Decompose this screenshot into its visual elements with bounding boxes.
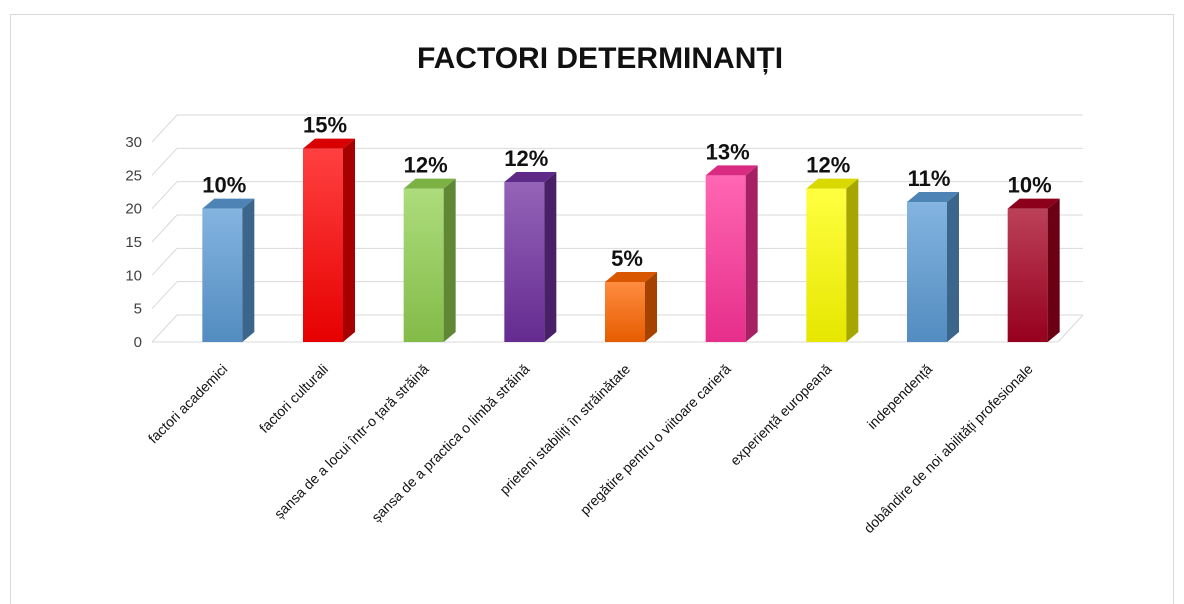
bar-front	[806, 188, 847, 342]
x-tick-label: șansa de a practica o limbă străină	[368, 361, 532, 525]
bar-top	[907, 192, 959, 202]
y-tick-label: 20	[125, 201, 142, 218]
bar	[303, 138, 355, 342]
chart-title: FACTORI DETERMINANȚI	[417, 42, 783, 75]
data-label: 10%	[202, 173, 246, 198]
bar	[806, 178, 859, 342]
bars	[202, 138, 1060, 342]
x-axis-ticks: factori academici factori culturali șansa …	[145, 361, 1036, 536]
y-tick-label: 30	[125, 134, 142, 151]
floor-edge-side	[1057, 314, 1084, 343]
bar	[504, 172, 557, 342]
y-tick-label: 10	[125, 267, 142, 284]
bar-side	[1047, 198, 1060, 342]
bar-front	[202, 208, 243, 342]
bar-top	[605, 272, 657, 282]
bar-top	[806, 178, 859, 189]
bar	[907, 192, 959, 342]
bar	[705, 165, 758, 342]
gridline-side	[151, 314, 178, 343]
gridline-side	[151, 114, 178, 143]
x-tick-label: dobândire de noi abilități profesionale	[860, 361, 1035, 536]
data-label: 13%	[706, 139, 750, 164]
gridline-side	[151, 147, 178, 176]
chart-frame	[10, 14, 1174, 604]
x-tick-label: factori culturali	[256, 361, 331, 436]
bar-side	[443, 178, 456, 342]
data-label: 12%	[404, 153, 448, 178]
bar	[605, 272, 657, 342]
bar-front	[605, 282, 645, 342]
data-label: 10%	[1008, 173, 1052, 198]
gridline-side	[151, 214, 178, 243]
bar-top	[1007, 198, 1060, 209]
bar-side	[343, 138, 355, 342]
bar-side	[745, 165, 758, 342]
x-tick-label: factori academici	[145, 361, 231, 447]
bar-front	[1007, 208, 1048, 342]
bar-side	[645, 272, 657, 342]
bar-front	[504, 182, 545, 342]
bar-side	[947, 192, 959, 342]
gridline-side	[151, 181, 178, 210]
bar	[202, 198, 255, 342]
x-tick-label: experiență europeană	[727, 361, 835, 469]
bar-top	[504, 172, 557, 182]
gridline-side	[151, 247, 178, 276]
bar-side	[544, 172, 557, 342]
y-tick-label: 5	[134, 301, 142, 318]
y-tick-label: 25	[125, 167, 142, 184]
data-label: 5%	[611, 246, 643, 271]
bar-top	[303, 138, 355, 149]
bar-front	[403, 188, 444, 342]
bar-side	[242, 198, 255, 342]
data-labels: 10% 15% 12% 12% 5% 13% 12% 11% 10%	[202, 113, 1051, 271]
gridline-side	[151, 281, 178, 310]
data-label: 12%	[504, 146, 548, 171]
bar-side	[846, 178, 859, 342]
bar-front	[303, 148, 343, 342]
y-axis-ticks: 0 5 10 15 20 25 30	[125, 134, 142, 351]
bar-front	[705, 175, 746, 342]
bar	[403, 178, 456, 342]
bar-top	[403, 178, 456, 189]
data-label: 11%	[908, 166, 951, 191]
data-label: 15%	[303, 113, 347, 138]
bar-top	[202, 198, 255, 209]
y-tick-label: 15	[125, 234, 142, 251]
data-label: 12%	[806, 153, 850, 178]
bar-top	[705, 165, 758, 176]
y-tick-label: 0	[134, 334, 142, 351]
bar-front	[907, 202, 947, 342]
bar	[1007, 198, 1060, 342]
x-tick-label: independență	[864, 361, 935, 432]
